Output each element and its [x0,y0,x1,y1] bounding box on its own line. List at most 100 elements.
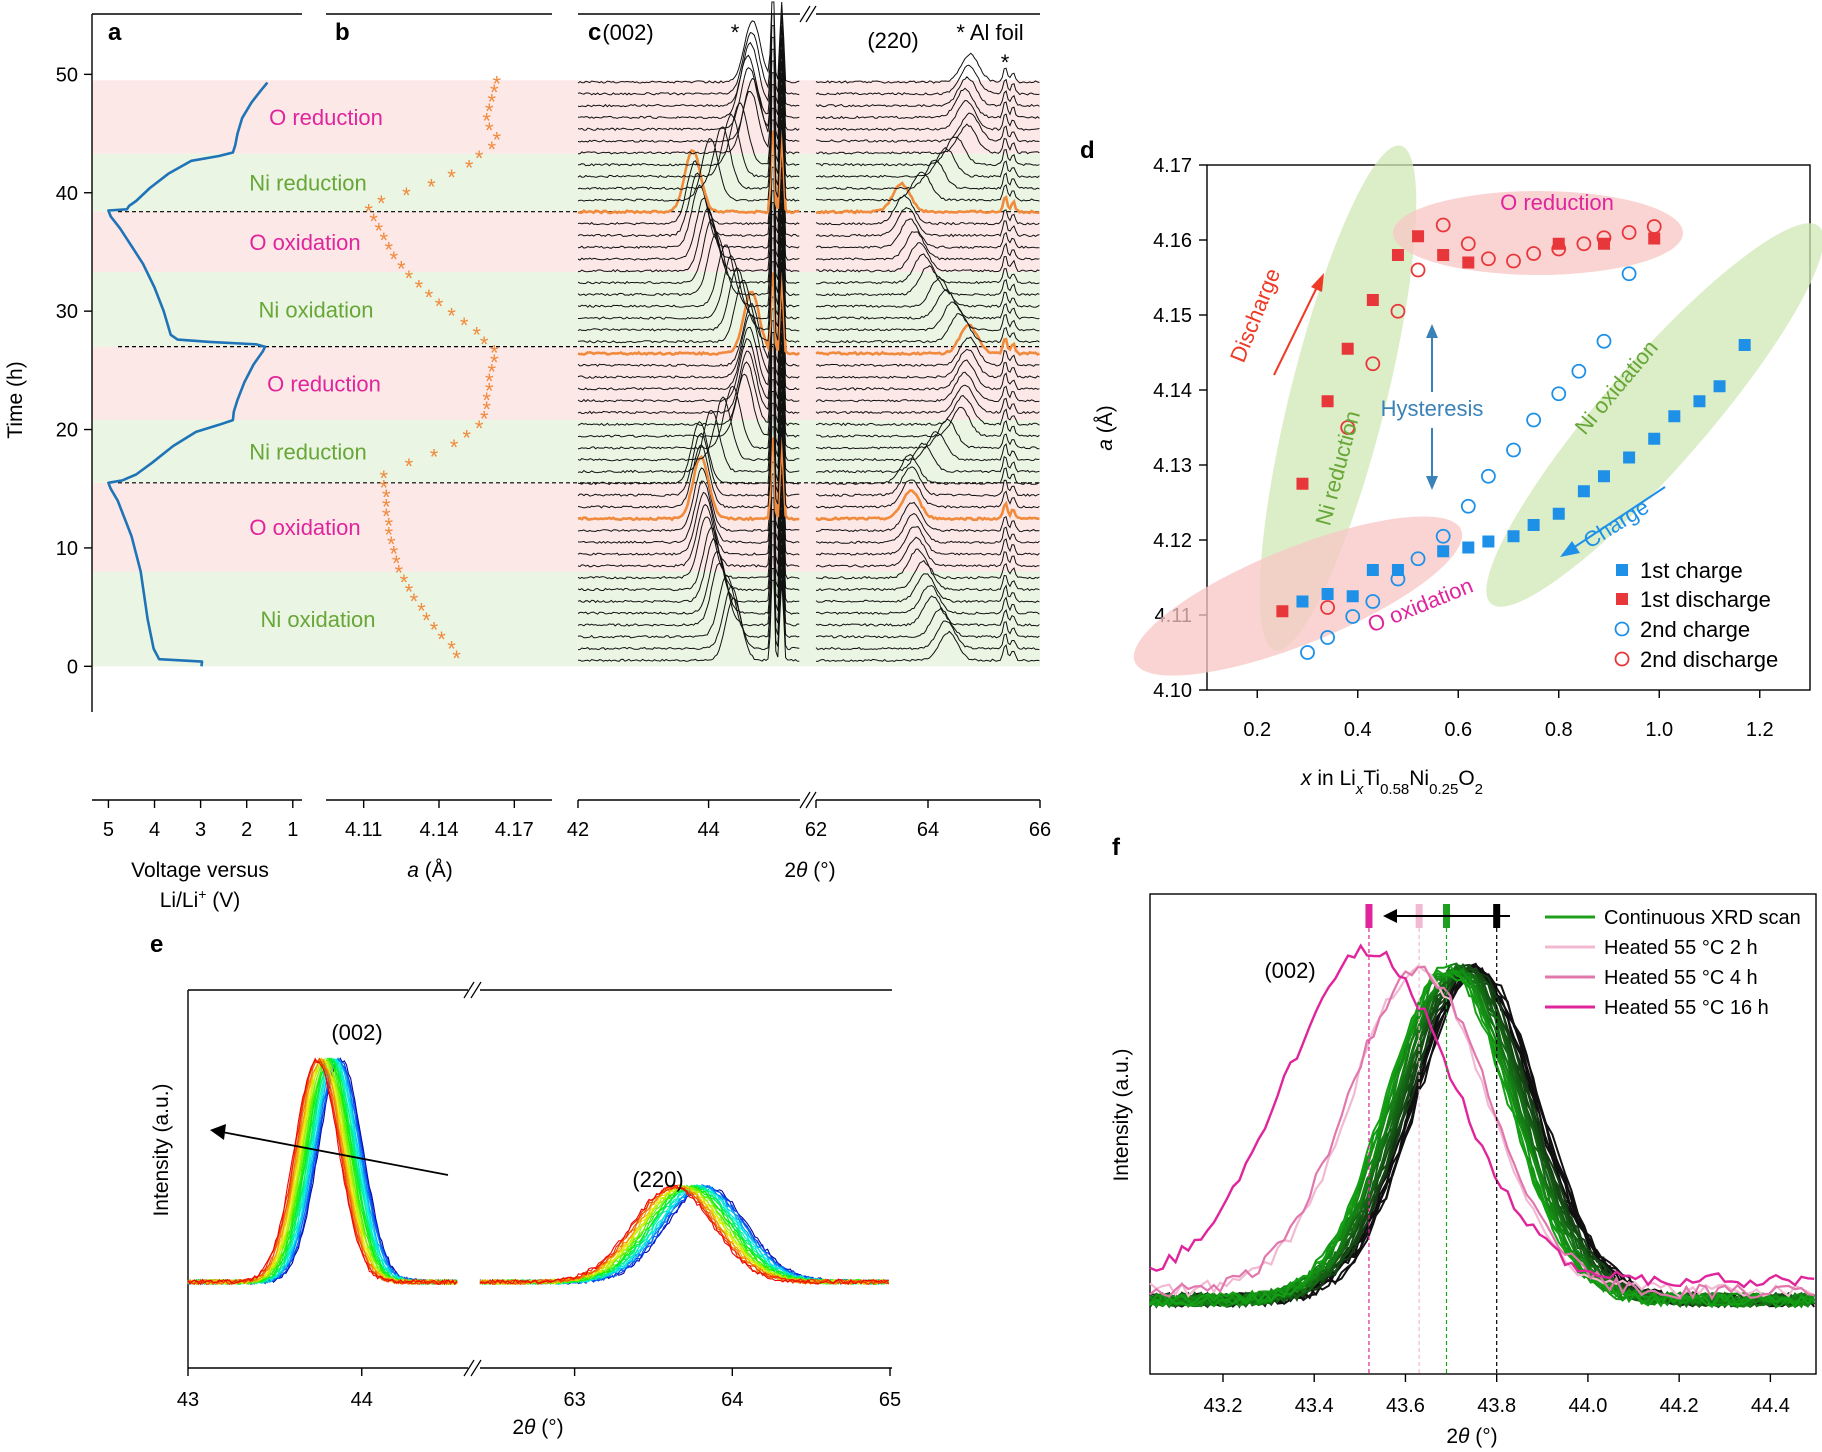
pattern-right-13 [815,479,1040,509]
pattern-right-14 [815,466,1040,497]
lattice-axis-ticks: 4.11 4.14 4.17 [345,800,534,841]
lattice-point-5: * [417,598,426,623]
point-s3-3 [1390,303,1406,319]
ytick-label-10: 10 [56,538,78,560]
ytick-label-4.13: 4.13 [1153,455,1192,477]
voltage-axis-ticks: 5 4 3 2 1 [103,800,298,841]
point-s3-11 [1576,236,1592,252]
pattern-right-0 [815,630,1040,662]
pattern-right-42 [815,136,1040,167]
band-label-6: Ni reduction [249,171,366,196]
point-s0-16 [1346,590,1359,603]
pattern-left-9 [577,473,800,556]
lattice-point-22: * [450,435,459,460]
legend-marker-3 [1614,651,1630,667]
f-xtick-label-43.4: 43.4 [1295,1395,1334,1417]
pattern-left-13 [577,426,800,509]
lattice-point-45: * [374,218,383,243]
point-s3-13 [1621,225,1637,240]
lattice-point-49: * [402,183,411,208]
pattern-left-14 [577,414,800,497]
pattern-left-1 [577,568,800,651]
xtick-label-0.8: 0.8 [1545,719,1573,741]
point-s2-10 [1390,571,1406,587]
point-s3-4 [1410,262,1426,278]
f-xtick-label-44.0: 44.0 [1568,1395,1607,1417]
pattern-left-4 [577,532,800,615]
panel-e-ylabel: Intensity (a.u.) [150,1083,173,1216]
pattern-left-2 [577,556,800,639]
lattice-point-14: * [384,513,393,538]
discharge-arrow [1273,284,1319,376]
point-s1-1 [1296,477,1309,490]
band-label-2: Ni reduction [249,439,366,464]
point-s2-12 [1345,609,1361,624]
panel-b-lattice-chart: 4.11 4.14 4.17 a (Å) ******************** *… [326,13,552,882]
point-s3-0 [1320,600,1335,615]
pattern-left-41 [577,95,800,179]
pattern-right-18 [815,418,1040,450]
pattern-right-16 [815,442,1040,474]
panel-letter-b: b [335,19,350,46]
point-s2-11 [1365,594,1381,609]
pattern-left-19 [577,355,800,438]
redox-bands [92,80,1040,667]
pattern-right-24 [815,348,1040,379]
point-s3-10 [1551,241,1567,257]
pattern-left-37 [577,143,800,226]
lattice-point-33: * [480,332,489,357]
ytick-label-30: 30 [56,301,78,323]
pattern-left-12 [577,437,800,522]
point-s0-6 [1597,470,1610,483]
ellipse-ni-oxidation [1486,223,1822,607]
xtick-label-4.17: 4.17 [495,819,534,841]
lattice-point-61: * [492,72,501,97]
pattern-right-41 [815,146,1040,179]
panel-f-frame [1149,893,1817,1375]
ytick-label-4.10: 4.10 [1153,680,1192,702]
point-s1-6 [1412,230,1425,243]
f-legend-label-1: Heated 55 °C 2 h [1604,937,1758,959]
point-s2-9 [1410,551,1426,567]
annotation-discharge: Discharge [1225,265,1285,366]
point-s2-4 [1526,412,1542,428]
point-s2-0 [1621,266,1637,282]
e-curve-002-6 [187,1058,458,1286]
pattern-right-6 [816,559,1040,592]
e-break-bottom-2 [470,1359,482,1377]
annotation-star-1: * [731,20,740,45]
lattice-point-35: * [460,313,469,338]
f-legend-label-0: Continuous XRD scan [1604,907,1801,929]
f-continuous-25 [1149,969,1815,1307]
lattice-point-7: * [405,580,414,605]
ellipse-o-reduction [1393,191,1683,275]
point-s0-4 [1648,432,1661,445]
e-curve-002-24 [187,1059,458,1285]
point-s1-0 [1276,605,1289,618]
f-shift-arrowhead [1383,909,1397,923]
lattice-point-42: * [390,247,399,272]
pattern-right-43 [815,123,1040,155]
panel-e-peak-shift: Intensity (a.u.) 2θ (°) 43 44 63 64 65 (002) (… [150,981,901,1439]
pattern-right-37 [815,194,1040,226]
f-xtick-label-44.2: 44.2 [1660,1395,1699,1417]
ytick-label-4.15: 4.15 [1153,305,1192,327]
pattern-right-19 [815,406,1040,438]
band-label-4: Ni oxidation [259,297,374,322]
legend-marker-0 [1616,564,1628,576]
lattice-point-17: * [382,485,391,510]
lattice-point-25: * [480,407,489,432]
xtick-label-4: 4 [149,819,160,841]
lattice-point-2: * [437,627,446,652]
point-s1-7 [1437,249,1450,261]
pattern-left-5 [577,520,800,604]
e-annotation-002: (002) [331,1020,382,1045]
lattice-point-51: * [447,165,456,190]
e-xtick-label-64: 64 [721,1389,743,1411]
lattice-point-32: * [490,340,499,365]
legend-label-1: 1st discharge [1640,587,1771,612]
pattern-left-33 [577,190,800,273]
lattice-point-47: * [364,200,373,225]
lattice-point-55: * [492,127,501,152]
pattern-right-1 [815,620,1040,651]
